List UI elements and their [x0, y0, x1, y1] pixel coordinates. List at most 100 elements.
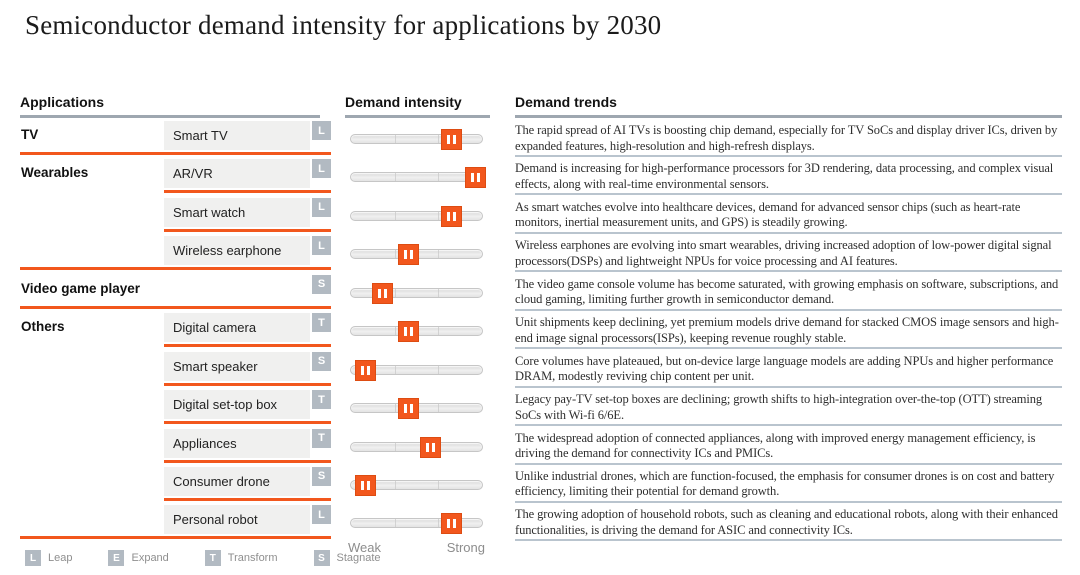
trend-text: The rapid spread of AI TVs is boosting c… [515, 121, 1062, 157]
legend-item-stagnate: S Stagnate [313, 550, 381, 566]
intensity-cell [345, 236, 490, 274]
intensity-slider-handle[interactable] [441, 129, 463, 150]
intensity-scale-labels: Weak Strong [348, 540, 485, 555]
handle-pause-bar [476, 173, 480, 183]
intensity-cell [345, 390, 490, 428]
intensity-slider-track[interactable] [350, 398, 483, 420]
row-divider [164, 497, 331, 501]
application-label: Smart speaker [173, 358, 258, 374]
category-label: Wearables [21, 165, 89, 181]
track-segment-divider [394, 288, 396, 297]
table-row: Personal robot L The growing adoption of… [0, 505, 1080, 543]
intensity-slider-handle[interactable] [464, 167, 486, 189]
intensity-cell [345, 159, 490, 197]
trajectory-badge: L [312, 197, 331, 217]
handle-pause-bar [383, 288, 387, 298]
track-segment-divider [438, 173, 440, 182]
application-box: Appliances [164, 428, 310, 458]
intensity-slider-handle[interactable] [371, 282, 393, 304]
trend-text: The growing adoption of household robots… [515, 505, 1062, 542]
category-label: TV [21, 127, 39, 142]
table-row: Digital set-top box T Legacy pay-TV set-… [0, 390, 1080, 428]
application-label: Smart watch [173, 204, 246, 220]
intensity-slider-track[interactable] [350, 129, 483, 150]
intensity-cell [345, 198, 490, 236]
handle-pause-bar [366, 480, 370, 490]
intensity-slider-track[interactable] [350, 359, 483, 381]
track-segment-divider [438, 211, 440, 220]
trend-text: Unit shipments keep declining, yet premi… [515, 313, 1062, 350]
trajectory-badge: L [312, 121, 331, 140]
handle-pause-bar [404, 250, 408, 260]
trajectory-badge: S [312, 466, 331, 486]
application-box: Wireless earphone [164, 236, 310, 266]
legend-item-transform: T Transform [204, 550, 278, 566]
application-cell: Wireless earphone L [20, 236, 331, 274]
application-box: Consumer drone [164, 466, 310, 496]
row-divider [164, 228, 331, 232]
track-segment-divider [394, 327, 396, 336]
intensity-slider-handle[interactable] [398, 398, 420, 420]
handle-pause-bar [447, 135, 451, 144]
handle-pause-bar [447, 519, 451, 529]
handle-pause-bar [447, 211, 451, 221]
trend-text: Wireless earphones are evolving into sma… [515, 236, 1062, 273]
legend-item-expand: E Expand [108, 550, 169, 566]
intensity-cell [345, 467, 490, 505]
intensity-slider-track[interactable] [350, 282, 483, 304]
handle-pause-bar [470, 173, 474, 183]
application-cell: Wearables AR/VR L [20, 159, 331, 197]
application-box: Smart TV [164, 121, 310, 150]
row-divider [164, 421, 331, 425]
application-box: Digital set-top box [164, 390, 310, 420]
intensity-slider-handle[interactable] [420, 436, 442, 458]
intensity-slider-handle[interactable] [354, 359, 376, 381]
intensity-cell [345, 313, 490, 351]
handle-pause-bar [404, 327, 408, 337]
track-segment-divider [438, 250, 440, 259]
intensity-slider-handle[interactable] [398, 244, 420, 266]
handle-pause-bar [410, 404, 414, 414]
trend-text: The widespread adoption of connected app… [515, 429, 1062, 465]
trajectory-badge: T [312, 313, 331, 333]
intensity-slider-track[interactable] [350, 321, 483, 343]
trajectory-badge: T [312, 428, 331, 448]
intensity-slider-track[interactable] [350, 167, 486, 189]
handle-pause-bar [432, 442, 436, 452]
category-label: Video game player [21, 280, 141, 296]
intensity-slider-track[interactable] [350, 205, 483, 227]
intensity-slider-track[interactable] [350, 474, 483, 496]
legend-label: Stagnate [336, 552, 381, 564]
trajectory-badge: L [312, 505, 331, 525]
row-divider [164, 344, 331, 348]
applications-column-header: Applications [20, 94, 320, 118]
track-segment-divider [438, 480, 440, 489]
intensity-slider-track[interactable] [350, 436, 483, 458]
intensity-slider-handle[interactable] [441, 513, 463, 535]
intensity-slider-track[interactable] [350, 244, 483, 266]
application-label: Smart TV [173, 128, 228, 143]
track-segment-divider [394, 250, 396, 259]
trajectory-badge: L [312, 236, 331, 256]
application-label: Personal robot [173, 512, 258, 528]
table-row: Smart watch L As smart watches evolve in… [0, 197, 1080, 236]
track-segment-divider [394, 519, 396, 528]
table-row: Wearables AR/VR L Demand is increasing f [0, 159, 1080, 197]
intensity-cell [345, 429, 490, 467]
intensity-cell [345, 121, 490, 159]
track-segment-divider [438, 288, 440, 297]
intensity-slider-track[interactable] [350, 513, 483, 535]
intensity-slider-handle[interactable] [354, 474, 376, 496]
row-divider [164, 382, 331, 386]
table-row: Consumer drone S Unlike industrial drone… [0, 466, 1080, 505]
trajectory-badge: L [312, 159, 331, 179]
application-cell: Smart speaker S [20, 351, 331, 390]
handle-pause-bar [404, 404, 408, 414]
table-row: Others Digital camera T Unit shipments k [0, 313, 1080, 351]
intensity-slider-handle[interactable] [441, 205, 463, 227]
handle-pause-bar [360, 365, 364, 375]
handle-pause-bar [453, 211, 457, 221]
row-divider [20, 267, 331, 271]
intensity-slider-handle[interactable] [398, 321, 420, 343]
legend-label: Expand [131, 552, 169, 564]
